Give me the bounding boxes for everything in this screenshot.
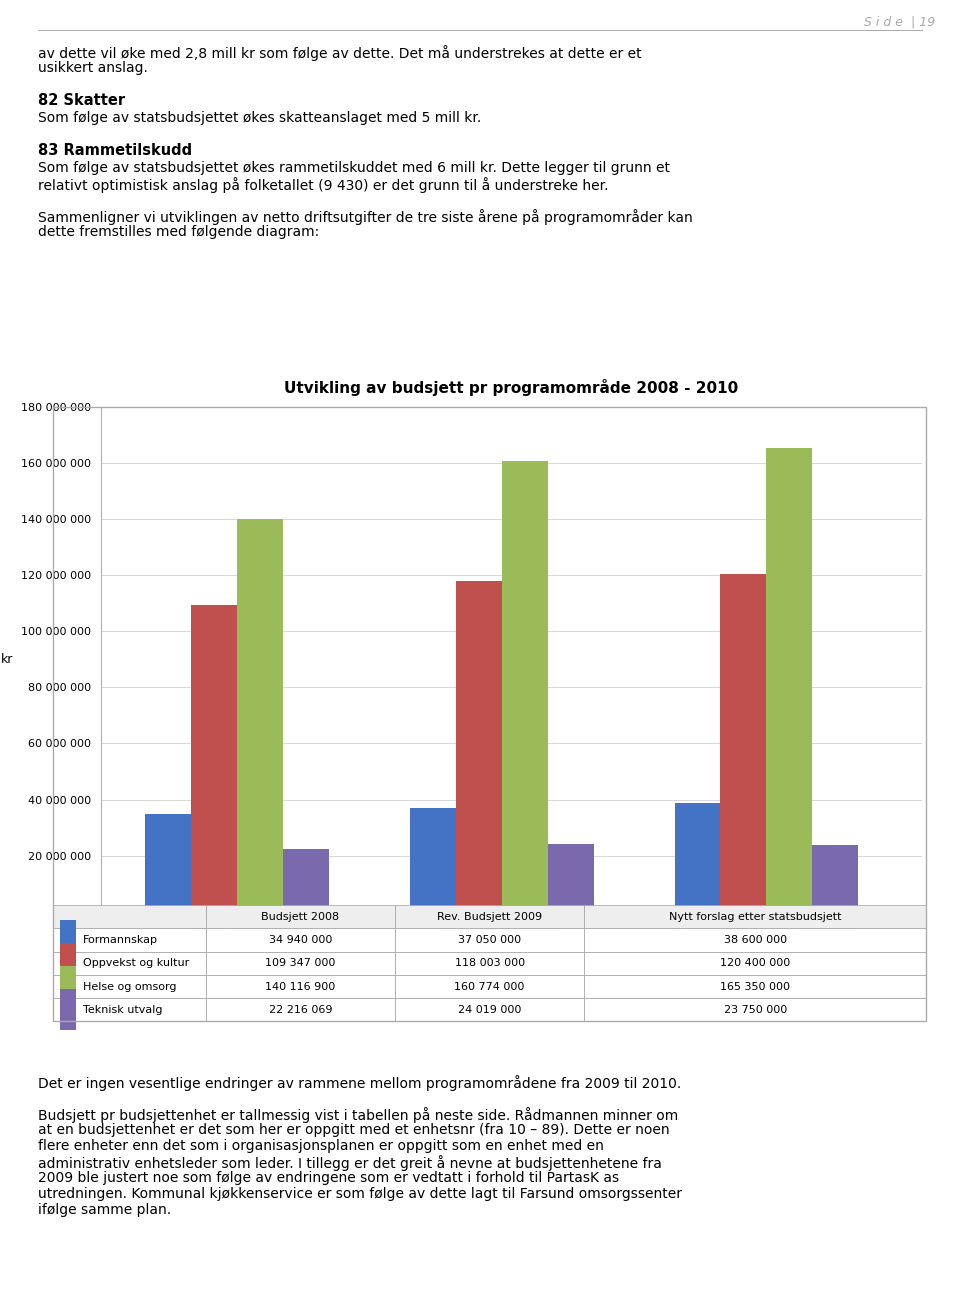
Text: 37 050 000: 37 050 000	[458, 935, 521, 945]
Bar	[584, 952, 926, 975]
Bar	[547, 844, 593, 912]
Text: 82 Skatter: 82 Skatter	[38, 93, 125, 109]
Bar	[584, 975, 926, 998]
Text: 38 600 000: 38 600 000	[724, 935, 787, 945]
Text: 160 774 000: 160 774 000	[454, 981, 525, 992]
Bar	[53, 952, 205, 975]
Text: 34 940 000: 34 940 000	[269, 935, 332, 945]
Text: 83 Rammetilskudd: 83 Rammetilskudd	[38, 144, 192, 158]
Bar	[53, 975, 205, 998]
Title: Utvikling av budsjett pr programområde 2008 - 2010: Utvikling av budsjett pr programområde 2…	[284, 379, 738, 397]
Bar	[283, 850, 329, 912]
Bar	[502, 462, 547, 912]
Bar	[396, 952, 584, 975]
Bar	[766, 449, 812, 912]
Text: av dette vil øke med 2,8 mill kr som følge av dette. Det må understrekes at dett: av dette vil øke med 2,8 mill kr som føl…	[38, 45, 641, 61]
Text: Sammenligner vi utviklingen av netto driftsutgifter de tre siste årene på progra: Sammenligner vi utviklingen av netto dri…	[38, 209, 693, 225]
Text: Som følge av statsbudsjettet økes skatteanslaget med 5 mill kr.: Som følge av statsbudsjettet økes skatte…	[38, 111, 481, 125]
Text: 165 350 000: 165 350 000	[720, 981, 790, 992]
Bar	[205, 998, 396, 1021]
Bar	[60, 989, 76, 1031]
Text: 24 019 000: 24 019 000	[458, 1005, 521, 1015]
Bar	[53, 998, 205, 1021]
Text: S i d e  | 19: S i d e | 19	[864, 16, 935, 28]
Bar	[812, 846, 858, 912]
Text: Nytt forslag etter statsbudsjett: Nytt forslag etter statsbudsjett	[669, 912, 841, 922]
Text: relativt optimistisk anslag på folketallet (9 430) er det grunn til å understrek: relativt optimistisk anslag på folketall…	[38, 177, 609, 193]
Bar	[145, 813, 191, 912]
Bar	[584, 998, 926, 1021]
Text: Det er ingen vesentlige endringer av rammene mellom programområdene fra 2009 til: Det er ingen vesentlige endringer av ram…	[38, 1074, 682, 1091]
Bar	[584, 928, 926, 952]
Text: Formannskap: Formannskap	[83, 935, 157, 945]
Bar	[675, 803, 720, 912]
Bar	[60, 966, 76, 1007]
Text: Som følge av statsbudsjettet økes rammetilskuddet med 6 mill kr. Dette legger ti: Som følge av statsbudsjettet økes rammet…	[38, 162, 670, 175]
Bar	[53, 928, 205, 952]
Text: 120 400 000: 120 400 000	[720, 958, 790, 968]
Text: usikkert anslag.: usikkert anslag.	[38, 61, 148, 75]
Bar	[584, 905, 926, 928]
Bar	[396, 905, 584, 928]
Text: utredningen. Kommunal kjøkkenservice er som følge av dette lagt til Farsund omso: utredningen. Kommunal kjøkkenservice er …	[38, 1187, 682, 1201]
Text: 109 347 000: 109 347 000	[265, 958, 336, 968]
Bar	[396, 975, 584, 998]
Bar	[205, 952, 396, 975]
Text: 23 750 000: 23 750 000	[724, 1005, 787, 1015]
Text: administrativ enhetsleder som leder. I tillegg er det greit å nevne at budsjette: administrativ enhetsleder som leder. I t…	[38, 1155, 661, 1171]
Text: Teknisk utvalg: Teknisk utvalg	[83, 1005, 162, 1015]
Bar	[60, 919, 76, 961]
Bar	[410, 808, 456, 912]
Text: Oppvekst og kultur: Oppvekst og kultur	[83, 958, 189, 968]
Text: Budsjett pr budsjettenhet er tallmessig vist i tabellen på neste side. Rådmannen: Budsjett pr budsjettenhet er tallmessig …	[38, 1107, 679, 1122]
Bar	[396, 928, 584, 952]
Text: at en budsjettenhet er det som her er oppgitt med et enhetsnr (fra 10 – 89). Det: at en budsjettenhet er det som her er op…	[38, 1124, 670, 1137]
Bar	[396, 998, 584, 1021]
Text: Helse og omsorg: Helse og omsorg	[83, 981, 176, 992]
Bar	[60, 943, 76, 984]
Text: flere enheter enn det som i organisasjonsplanen er oppgitt som en enhet med en: flere enheter enn det som i organisasjon…	[38, 1139, 604, 1153]
Text: 140 116 900: 140 116 900	[265, 981, 336, 992]
Text: ifølge samme plan.: ifølge samme plan.	[38, 1202, 171, 1217]
Bar	[205, 928, 396, 952]
Text: 118 003 000: 118 003 000	[454, 958, 525, 968]
Bar	[237, 518, 283, 912]
Text: Rev. Budsjett 2009: Rev. Budsjett 2009	[437, 912, 542, 922]
Y-axis label: kr: kr	[1, 653, 13, 666]
Bar	[456, 581, 502, 912]
Bar	[720, 574, 766, 912]
Text: Budsjett 2008: Budsjett 2008	[261, 912, 340, 922]
Bar	[205, 975, 396, 998]
Bar	[205, 905, 396, 928]
Text: dette fremstilles med følgende diagram:: dette fremstilles med følgende diagram:	[38, 225, 320, 239]
Text: 2009 ble justert noe som følge av endringene som er vedtatt i forhold til Partas: 2009 ble justert noe som følge av endrin…	[38, 1171, 619, 1184]
Bar	[53, 905, 205, 928]
Bar	[191, 605, 237, 912]
Text: 22 216 069: 22 216 069	[269, 1005, 332, 1015]
